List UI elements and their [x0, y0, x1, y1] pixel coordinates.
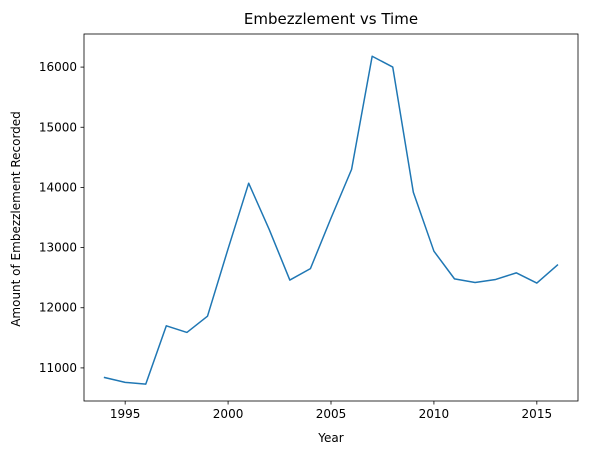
series-line-0 — [103, 55, 559, 385]
x-tick-label: 2010 — [419, 407, 450, 421]
x-tick-label: 2000 — [213, 407, 244, 421]
y-tick-label: 13000 — [39, 241, 77, 255]
x-tick-label: 1995 — [110, 407, 141, 421]
y-axis-label: Amount of Embezzlement Recorded — [9, 111, 23, 327]
y-tick-label: 14000 — [39, 180, 77, 194]
plot-area: 1995 2000 2005 2010 2015 11000 12000 13000 14000… — [39, 33, 579, 421]
y-tick-label: 11000 — [39, 361, 77, 375]
y-tick-label: 15000 — [39, 120, 77, 134]
chart-title: Embezzlement vs Time — [244, 10, 418, 28]
x-tick-label: 2005 — [316, 407, 347, 421]
y-tick-label: 12000 — [39, 301, 77, 315]
y-tick-label: 16000 — [39, 60, 77, 74]
x-axis-label: Year — [317, 431, 343, 445]
x-tick-label: 2015 — [522, 407, 553, 421]
